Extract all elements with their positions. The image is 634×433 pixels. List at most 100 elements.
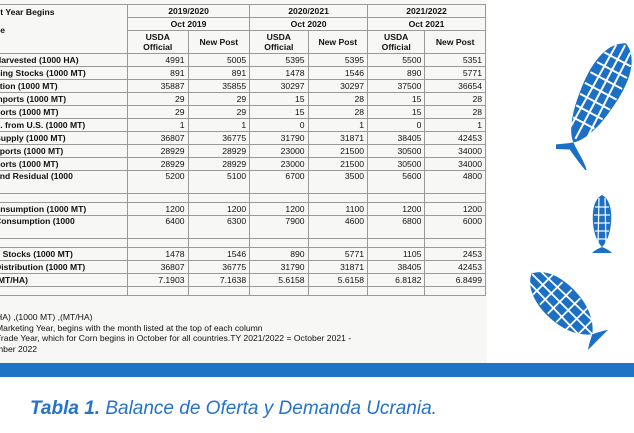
value-cell: 23000 <box>249 144 309 158</box>
value-cell: 1478 <box>249 66 309 80</box>
value-cell: 7.1638 <box>187 273 251 287</box>
value-cell: 34000 <box>424 144 486 158</box>
value-cell: 21500 <box>307 157 369 171</box>
value-cell: 36775 <box>187 260 251 274</box>
table-row: Distribution (1000 MT) 36807 36775 31790 318… <box>0 260 486 274</box>
value-cell: 7.1903 <box>126 273 189 287</box>
value-cell: 5600 <box>367 170 426 194</box>
value-cell: 28929 <box>187 157 251 171</box>
value-cell: 6800 <box>367 215 426 239</box>
table-caption: Tabla 1. Balance de Oferta y Demanda Ucr… <box>30 398 437 420</box>
value-cell: 30297 <box>249 79 309 93</box>
table-row: mports (1000 MT) 29 29 15 28 15 28 <box>0 92 486 106</box>
value-cell: 1546 <box>187 247 251 261</box>
value-cell: 28 <box>307 92 369 106</box>
value-cell: 15 <box>249 105 309 119</box>
table-header-corner: ot Year Begins he <box>0 4 128 54</box>
value-cell: 5395 <box>249 53 309 67</box>
value-cell: 36807 <box>126 131 189 145</box>
row-label: mports (1000 MT) <box>0 92 128 106</box>
value-cell: 6400 <box>126 215 189 239</box>
table-row: p. from U.S. (1000 MT) 1 1 0 1 0 1 <box>0 118 486 132</box>
caption-text: Balance de Oferta y Demanda Ucrania. <box>100 398 437 419</box>
header-corner-line: he <box>0 25 6 35</box>
new-post-header: New Post <box>187 30 251 54</box>
table-row: Harvested (1000 HA) 4991 5005 5395 5395 5500 5… <box>0 53 486 67</box>
month-header: Oct 2019 <box>126 17 251 31</box>
value-cell: 891 <box>126 66 189 80</box>
value-cell: 29 <box>187 105 251 119</box>
note-line: Marketing Year, begins with the month li… <box>0 322 263 333</box>
value-cell: 1 <box>187 118 251 132</box>
value-cell: 7900 <box>249 215 309 239</box>
value-cell: 31790 <box>249 131 309 145</box>
row-label: (MT/HA) <box>0 273 128 287</box>
value-cell: 30297 <box>307 79 369 93</box>
value-cell: 1200 <box>187 202 251 216</box>
value-cell: 29 <box>126 92 189 106</box>
new-post-header: New Post <box>424 30 486 54</box>
value-cell: 37500 <box>367 79 426 93</box>
row-label: ports (1000 MT) <box>0 157 128 171</box>
caption-number: Tabla 1. <box>30 398 101 419</box>
note-line: mber 2022 <box>0 343 38 354</box>
table-row: xports (1000 MT) 28929 28929 23000 21500 3050… <box>0 144 486 158</box>
value-cell: 28929 <box>126 157 189 171</box>
row-label: Distribution (1000 MT) <box>0 260 128 274</box>
accent-bar <box>0 363 634 377</box>
value-cell: 890 <box>249 247 309 261</box>
value-cell: 38405 <box>367 260 426 274</box>
value-cell: 0 <box>367 118 426 132</box>
value-cell: 4991 <box>126 53 189 67</box>
usda-official-header: USDA Official <box>249 30 309 54</box>
value-cell: 4800 <box>424 170 486 194</box>
value-cell: 30500 <box>367 144 426 158</box>
spacer-row <box>0 193 486 203</box>
value-cell: 5771 <box>307 247 369 261</box>
table-notes: HA) ,(1000 MT) ,(MT/HA) Marketing Year, b… <box>0 312 476 354</box>
table-row: ports (1000 MT) 28929 28929 23000 21500 30500… <box>0 157 486 171</box>
value-cell: 28 <box>424 92 486 106</box>
value-cell: 15 <box>249 92 309 106</box>
value-cell: 5100 <box>187 170 251 194</box>
usda-official-header: USDA Official <box>126 30 189 54</box>
value-cell: 28 <box>307 105 369 119</box>
value-cell: 1546 <box>307 66 369 80</box>
value-cell: 42453 <box>424 131 486 145</box>
row-label: g Stocks (1000 MT) <box>0 247 128 261</box>
header-corner-line: ot Year Begins <box>0 7 55 17</box>
value-cell: 891 <box>187 66 251 80</box>
table-row: ction (1000 MT) 35887 35855 30297 30297 37500… <box>0 79 486 93</box>
table-row: onsumption (1000 MT) 1200 1200 1200 1100 1200… <box>0 202 486 216</box>
psd-table-image: ot Year Begins he 2019/20202020/20212021/2… <box>0 4 486 354</box>
value-cell: 5200 <box>126 170 189 194</box>
note-line: HA) ,(1000 MT) ,(MT/HA) <box>0 312 93 322</box>
value-cell: 1 <box>307 118 369 132</box>
value-cell: 31871 <box>307 260 369 274</box>
value-cell: 42453 <box>424 260 486 274</box>
value-cell: 30500 <box>367 157 426 171</box>
value-cell: 6000 <box>424 215 486 239</box>
value-cell: 29 <box>126 105 189 119</box>
value-cell: 36654 <box>424 79 486 93</box>
value-cell: 28929 <box>126 144 189 158</box>
value-cell: 5351 <box>424 53 486 67</box>
table-row: Supply (1000 MT) 36807 36775 31790 31871 3840… <box>0 131 486 145</box>
month-header: Oct 2021 <box>367 17 486 31</box>
value-cell: 5395 <box>307 53 369 67</box>
value-cell: 5771 <box>424 66 486 80</box>
value-cell: 1100 <box>307 202 369 216</box>
row-label: and Residual (1000 <box>0 170 128 194</box>
usda-official-header: USDA Official <box>367 30 426 54</box>
corn-icon <box>527 269 608 350</box>
table-row: and Residual (1000 5200 5100 6700 3500 5600 48… <box>0 170 486 194</box>
value-cell: 35887 <box>126 79 189 93</box>
table-row: Consumption (1000 6400 6300 7900 4600 6800 600… <box>0 215 486 239</box>
value-cell: 6700 <box>249 170 309 194</box>
value-cell: 6.8182 <box>367 273 426 287</box>
row-label: p. from U.S. (1000 MT) <box>0 118 128 132</box>
table-row: (MT/HA)7.19037.16385.61585.61586.81826.8… <box>0 273 486 287</box>
year-header: 2021/2022 <box>367 4 486 18</box>
value-cell: 1200 <box>424 202 486 216</box>
month-header: Oct 2020 <box>249 17 369 31</box>
